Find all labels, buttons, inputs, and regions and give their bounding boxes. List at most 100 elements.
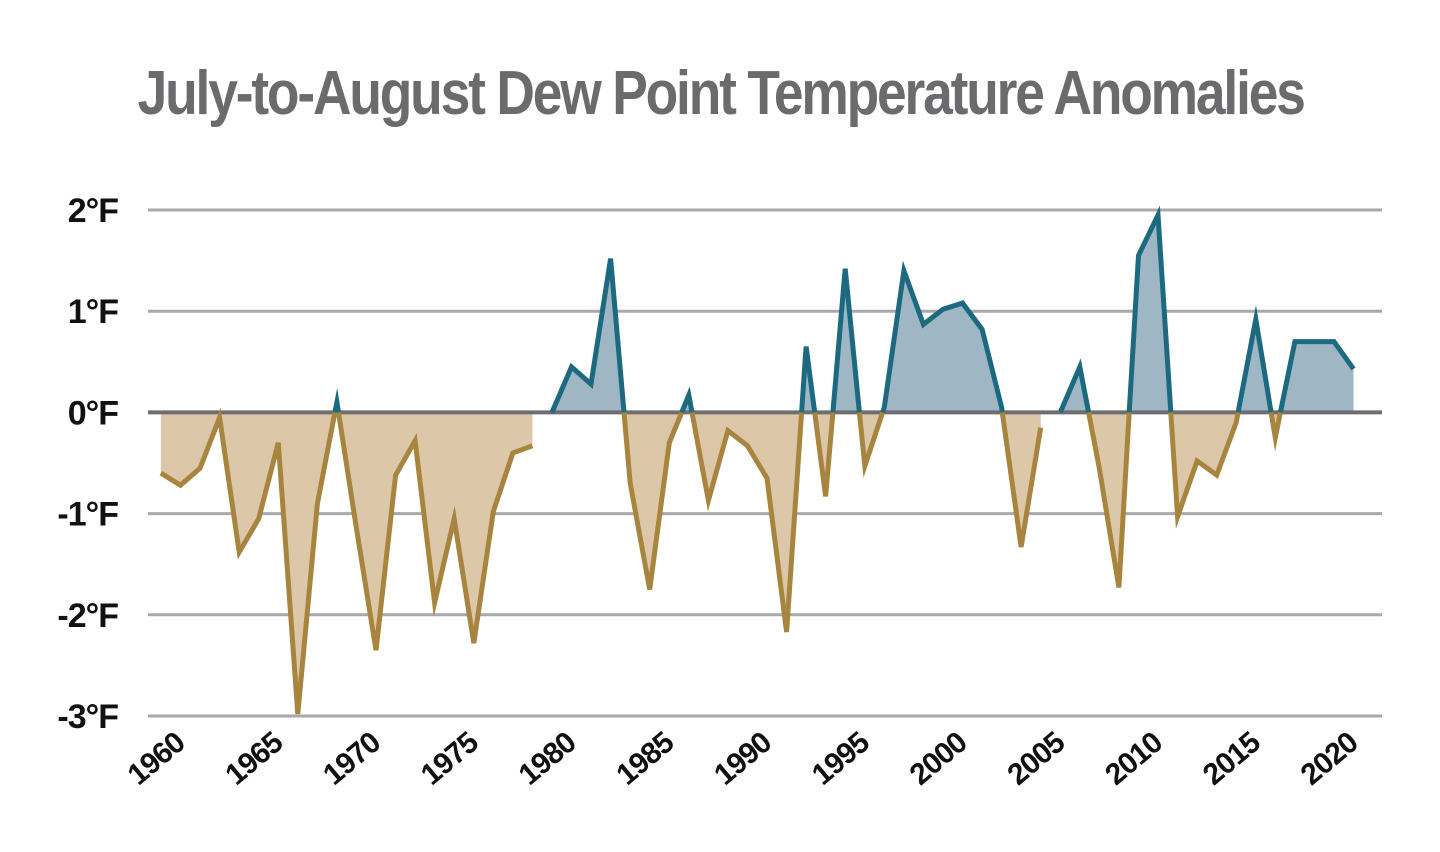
data-point xyxy=(374,648,378,652)
negative-area xyxy=(160,412,335,714)
data-point xyxy=(1332,340,1336,344)
data-point xyxy=(550,410,554,414)
negative-series-line xyxy=(689,411,805,633)
positive-series-line xyxy=(799,346,818,413)
negative-series-line xyxy=(621,411,685,590)
data-point xyxy=(1234,421,1238,425)
x-tick-label: 1970 xyxy=(317,726,387,792)
data-point xyxy=(843,267,847,271)
data-point xyxy=(257,517,261,521)
x-tick-label: 1965 xyxy=(219,726,289,792)
data-point xyxy=(1195,459,1199,463)
negative-series-line xyxy=(999,412,1044,548)
data-point xyxy=(980,327,984,331)
data-point xyxy=(433,601,437,605)
data-point xyxy=(804,345,808,349)
x-tick-label: 1975 xyxy=(415,726,485,792)
data-point xyxy=(785,630,789,634)
positive-area xyxy=(882,270,1003,413)
data-point xyxy=(589,382,593,386)
data-point xyxy=(667,441,671,445)
data-point xyxy=(296,712,300,716)
data-point xyxy=(941,307,945,311)
positive-series-line xyxy=(1126,205,1174,413)
data-point xyxy=(882,405,886,409)
data-point xyxy=(394,473,398,477)
x-tick-label: 2015 xyxy=(1197,726,1267,792)
data-point xyxy=(765,476,769,480)
positive-series-line xyxy=(549,258,627,414)
negative-series-line xyxy=(159,407,338,715)
negative-area xyxy=(1002,412,1041,547)
x-tick-label: 1960 xyxy=(122,726,192,792)
positive-series-line xyxy=(830,268,862,413)
positive-area xyxy=(832,268,860,413)
positive-series-line xyxy=(679,386,695,414)
negative-area xyxy=(692,412,802,632)
negative-series-line xyxy=(856,411,885,478)
x-tick-label: 2000 xyxy=(904,726,974,792)
data-point xyxy=(706,498,710,502)
data-point xyxy=(335,400,339,404)
data-point xyxy=(1019,545,1023,549)
data-point xyxy=(726,429,730,433)
data-point xyxy=(1156,213,1160,217)
data-point xyxy=(1117,585,1121,589)
positive-series-line xyxy=(880,260,1005,414)
series-lines xyxy=(159,205,1356,715)
x-tick-label: 2005 xyxy=(1001,726,1071,792)
data-point xyxy=(1000,405,1004,409)
y-tick-label: 2°F xyxy=(68,192,119,230)
data-point xyxy=(1273,436,1277,440)
data-point xyxy=(609,257,613,261)
data-point xyxy=(1293,340,1297,344)
x-axis-tick-labels: 1960 1965 1970 1975 1980 1985 1990 1995 2000 2005… xyxy=(122,726,1365,792)
negative-series-line xyxy=(336,412,534,651)
negative-series-line xyxy=(1268,411,1283,452)
data-point xyxy=(1058,410,1062,414)
y-tick-label: -2°F xyxy=(57,597,118,635)
negative-series-line xyxy=(1168,411,1241,529)
data-point xyxy=(824,494,828,498)
data-point xyxy=(218,415,222,419)
data-point xyxy=(530,444,534,448)
data-point xyxy=(902,269,906,273)
x-tick-label: 2010 xyxy=(1099,726,1169,792)
chart-title: July-to-August Dew Point Temperature Ano… xyxy=(137,59,1306,128)
data-point xyxy=(413,439,417,443)
data-point xyxy=(1312,340,1316,344)
data-point xyxy=(276,441,280,445)
data-point xyxy=(237,550,241,554)
x-tick-label: 1990 xyxy=(708,726,778,792)
data-point xyxy=(1039,426,1043,430)
data-point xyxy=(315,501,319,505)
data-point xyxy=(1215,473,1219,477)
y-axis-tick-labels: 2°F 1°F 0°F -1°F -2°F -3°F xyxy=(57,192,119,736)
data-point xyxy=(491,510,495,514)
data-point xyxy=(628,481,632,485)
positive-series-line xyxy=(1235,304,1274,413)
data-point xyxy=(159,471,163,475)
data-point xyxy=(1352,367,1356,371)
data-point xyxy=(1097,466,1101,470)
data-point xyxy=(863,464,867,468)
data-point xyxy=(1254,317,1258,321)
x-tick-label: 1995 xyxy=(806,726,876,792)
negative-series-line xyxy=(1086,411,1132,588)
data-point xyxy=(179,483,183,487)
data-point xyxy=(1078,365,1082,369)
negative-series-line xyxy=(812,412,836,497)
positive-series-line xyxy=(1058,358,1092,414)
data-point xyxy=(1176,515,1180,519)
y-tick-label: 1°F xyxy=(68,293,119,331)
y-tick-label: -3°F xyxy=(57,698,118,736)
data-point xyxy=(511,451,515,455)
y-tick-label: 0°F xyxy=(68,394,119,432)
data-point xyxy=(648,588,652,592)
data-point xyxy=(198,466,202,470)
x-tick-label: 2020 xyxy=(1295,726,1365,792)
positive-area xyxy=(1280,341,1354,413)
data-point xyxy=(921,322,925,326)
data-point xyxy=(961,301,965,305)
